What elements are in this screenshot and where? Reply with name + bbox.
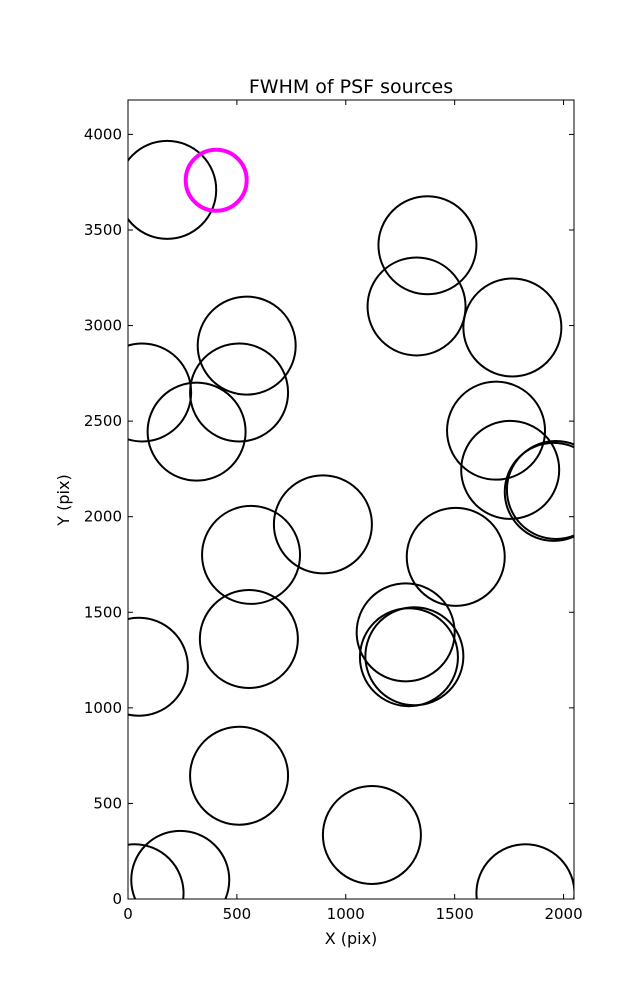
source-circle-2 [377, 195, 478, 296]
y-tick-label: 3000 [84, 317, 122, 335]
source-circle-17 [198, 589, 299, 690]
source-circle-14 [201, 504, 302, 605]
x-axis-ticks: 0 500 1000 1500 2000 [123, 100, 583, 923]
source-circle-8 [146, 381, 247, 482]
source-circle-5 [196, 295, 297, 396]
source-circle-21 [189, 725, 290, 826]
plot-area [127, 99, 575, 900]
y-tick-label: 1500 [84, 603, 122, 621]
source-circle-15 [405, 506, 506, 607]
y-tick-label: 3500 [84, 221, 122, 239]
source-circle-19 [364, 606, 465, 707]
source-circle-11 [503, 441, 574, 542]
source-circle-20 [128, 616, 189, 717]
x-tick-label: 1500 [436, 905, 474, 923]
source-circle-25 [128, 843, 185, 899]
y-tick-label: 4000 [84, 125, 122, 143]
x-tick-label: 2000 [544, 905, 582, 923]
source-circle-6 [128, 342, 193, 443]
source-circle-9 [446, 380, 547, 481]
chart-title: FWHM of PSF sources [249, 76, 453, 98]
x-tick-label: 1000 [327, 905, 365, 923]
source-circle-18 [358, 607, 459, 708]
source-circle-16 [355, 582, 456, 683]
source-circle-3 [366, 256, 467, 357]
highlighted-source-circle [183, 147, 249, 213]
source-circle-22 [321, 784, 422, 885]
source-circle-4 [462, 277, 563, 378]
axes-frame [127, 99, 575, 900]
y-tick-label: 0 [112, 890, 122, 908]
source-circle-12 [505, 439, 574, 540]
source-circle-13 [272, 474, 373, 575]
source-circle-7 [189, 342, 290, 443]
source-circle-24 [130, 829, 231, 899]
y-axis-label: Y (pix) [54, 474, 73, 526]
source-circle-23 [475, 843, 574, 899]
y-tick-label: 500 [93, 794, 122, 812]
source-circle-10 [460, 419, 561, 520]
y-tick-label: 1000 [84, 699, 122, 717]
y-tick-label: 2500 [84, 412, 122, 430]
x-tick-label: 0 [123, 905, 133, 923]
y-axis-ticks: 0 500 1000 1500 2000 2500 3000 3500 4000 [84, 125, 574, 908]
source-circles [128, 139, 574, 899]
y-tick-label: 2000 [84, 508, 122, 526]
source-circle-1 [128, 139, 218, 240]
x-axis-label: X (pix) [325, 929, 378, 948]
x-tick-label: 500 [223, 905, 252, 923]
